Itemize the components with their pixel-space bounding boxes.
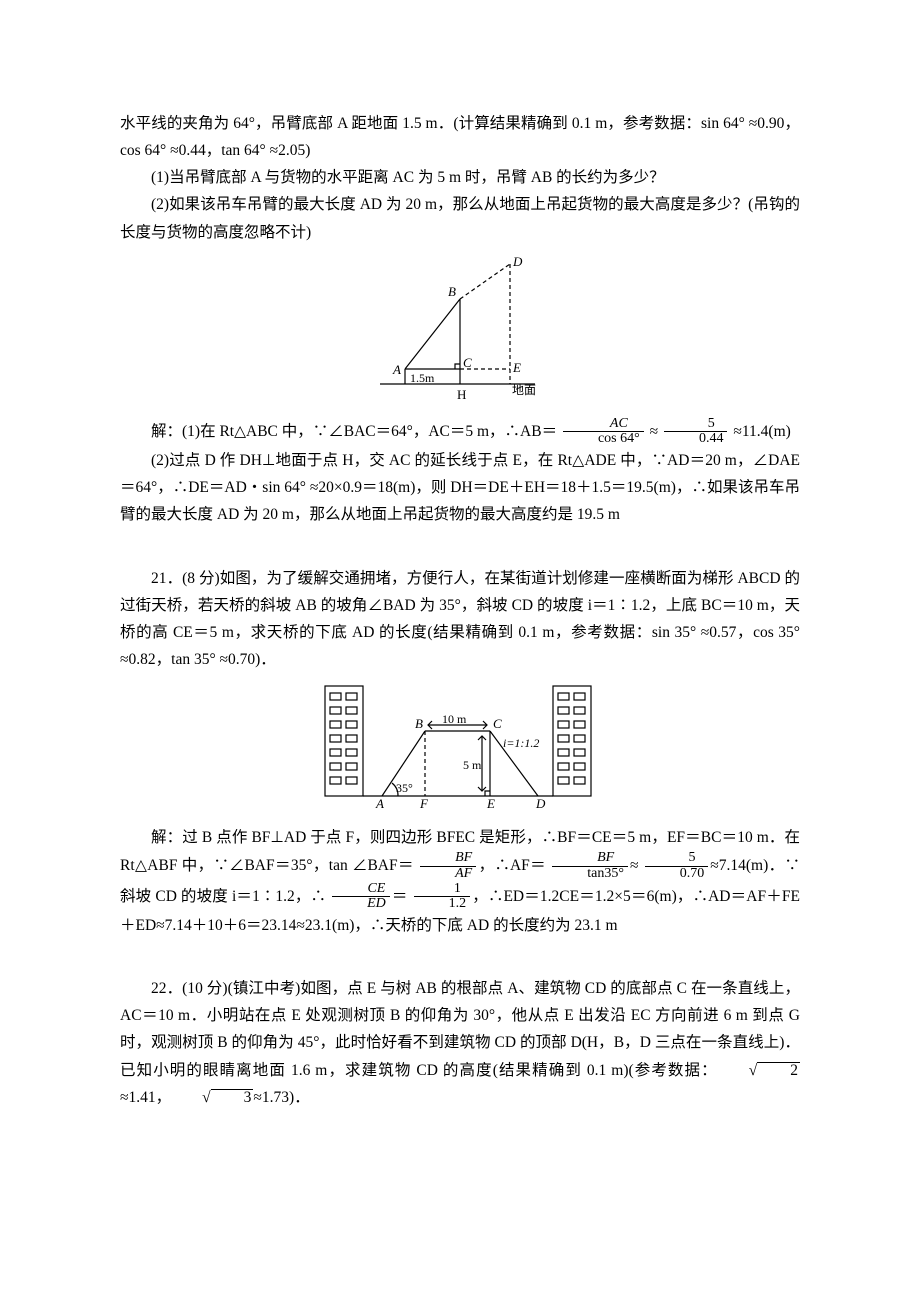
svg-text:H: H xyxy=(457,387,466,402)
p20-q1: (1)当吊臂底部 A 与货物的水平距离 AC 为 5 m 时，吊臂 AB 的长约… xyxy=(120,164,800,191)
frac-bf-tan35: BF tan35° xyxy=(552,851,628,881)
svg-text:E: E xyxy=(512,360,521,375)
num: BF xyxy=(552,851,628,867)
p22-stem: 22．(10 分)(镇江中考)如图，点 E 与树 AB 的根部点 A、建筑物 C… xyxy=(120,975,800,1111)
frac-5-070: 5 0.70 xyxy=(645,851,709,881)
den: 0.70 xyxy=(645,867,709,882)
num: 1 xyxy=(414,882,471,898)
svg-text:D: D xyxy=(535,796,546,811)
svg-text:C: C xyxy=(463,355,472,370)
p22-sqrt3v: ≈1.73)． xyxy=(253,1089,309,1106)
p21-stem: 21．(8 分)如图，为了缓解交通拥堵，方便行人，在某街道计划修建一座横断面为梯… xyxy=(120,565,800,674)
frac-1-12: 1 1.2 xyxy=(414,882,471,912)
sqrt3: √3 xyxy=(171,1084,253,1111)
svg-text:C: C xyxy=(493,716,502,731)
p21-ans-c: ≈ xyxy=(630,857,639,874)
svg-text:F: F xyxy=(419,796,429,811)
p20-ans1: 解：(1)在 Rt△ABC 中，∵∠BAC＝64°，AC＝5 m，∴AB＝ AC… xyxy=(120,417,800,447)
gap2 xyxy=(120,939,800,975)
sqrt3-arg: 3 xyxy=(211,1089,254,1106)
svg-text:B: B xyxy=(448,284,456,299)
den: ED xyxy=(332,897,390,912)
p21-ans-b: ，∴AF＝ xyxy=(478,857,546,874)
page: 水平线的夹角为 64°，吊臂底部 A 距地面 1.5 m．(计算结果精确到 0.… xyxy=(0,0,920,1302)
num: 5 xyxy=(645,851,709,867)
p22-stem-a: 22．(10 分)(镇江中考)如图，点 E 与树 AB 的根部点 A、建筑物 C… xyxy=(120,980,800,1078)
num: CE xyxy=(332,882,390,898)
frac-bf-af: BF AF xyxy=(420,851,476,881)
bridge-diagram: A B C D E F 10 m 5 m 35° i=1:1.2 xyxy=(320,681,600,811)
den: AF xyxy=(420,867,476,882)
svg-text:地面: 地面 xyxy=(512,383,536,397)
den: tan35° xyxy=(552,867,628,882)
svg-text:35°: 35° xyxy=(396,781,413,795)
frac-ac-cos64: AC cos 64° xyxy=(563,417,644,447)
svg-text:i=1:1.2: i=1:1.2 xyxy=(503,736,539,750)
sqrt2-arg: 2 xyxy=(757,1062,800,1079)
frac-5-044: 5 0.44 xyxy=(664,417,728,447)
p21-ans: 解：过 B 点作 BF⊥AD 于点 F，则四边形 BFEC 是矩形，∴BF＝CE… xyxy=(120,824,800,939)
svg-text:A: A xyxy=(392,362,401,377)
p20-figure: A B C D E H 1.5m 地面 xyxy=(120,254,800,413)
svg-text:E: E xyxy=(486,796,495,811)
svg-text:B: B xyxy=(415,716,423,731)
p20-ans1-c: ≈11.4(m) xyxy=(733,423,790,440)
p21-figure: A B C D E F 10 m 5 m 35° i=1:1.2 xyxy=(120,681,800,820)
den: 1.2 xyxy=(414,897,471,912)
p21-ans-e: ＝ xyxy=(392,887,408,904)
p20-ans1-a: 解：(1)在 Rt△ABC 中，∵∠BAC＝64°，AC＝5 m，∴AB＝ xyxy=(151,423,557,440)
num: BF xyxy=(420,851,476,867)
p20-ans2: (2)过点 D 作 DH⊥地面于点 H，交 AC 的延长线于点 E，在 Rt△A… xyxy=(120,447,800,528)
svg-text:1.5m: 1.5m xyxy=(410,371,435,385)
crane-diagram: A B C D E H 1.5m 地面 xyxy=(375,254,545,404)
sqrt2: √2 xyxy=(718,1057,800,1084)
num: AC xyxy=(563,417,644,433)
svg-text:10 m: 10 m xyxy=(442,712,467,726)
svg-text:5 m: 5 m xyxy=(463,758,482,772)
p22-sqrt2v: ≈1.41， xyxy=(120,1089,171,1106)
num: 5 xyxy=(664,417,728,433)
p20-q2: (2)如果该吊车吊臂的最大长度 AD 为 20 m，那么从地面上吊起货物的最大高… xyxy=(120,191,800,245)
approx1: ≈ xyxy=(650,423,659,440)
frac-ce-ed: CE ED xyxy=(332,882,390,912)
den: 0.44 xyxy=(664,432,728,447)
p20-cont: 水平线的夹角为 64°，吊臂底部 A 距地面 1.5 m．(计算结果精确到 0.… xyxy=(120,110,800,164)
svg-text:A: A xyxy=(375,796,384,811)
den: cos 64° xyxy=(563,432,644,447)
gap1 xyxy=(120,529,800,565)
svg-text:D: D xyxy=(512,254,523,269)
